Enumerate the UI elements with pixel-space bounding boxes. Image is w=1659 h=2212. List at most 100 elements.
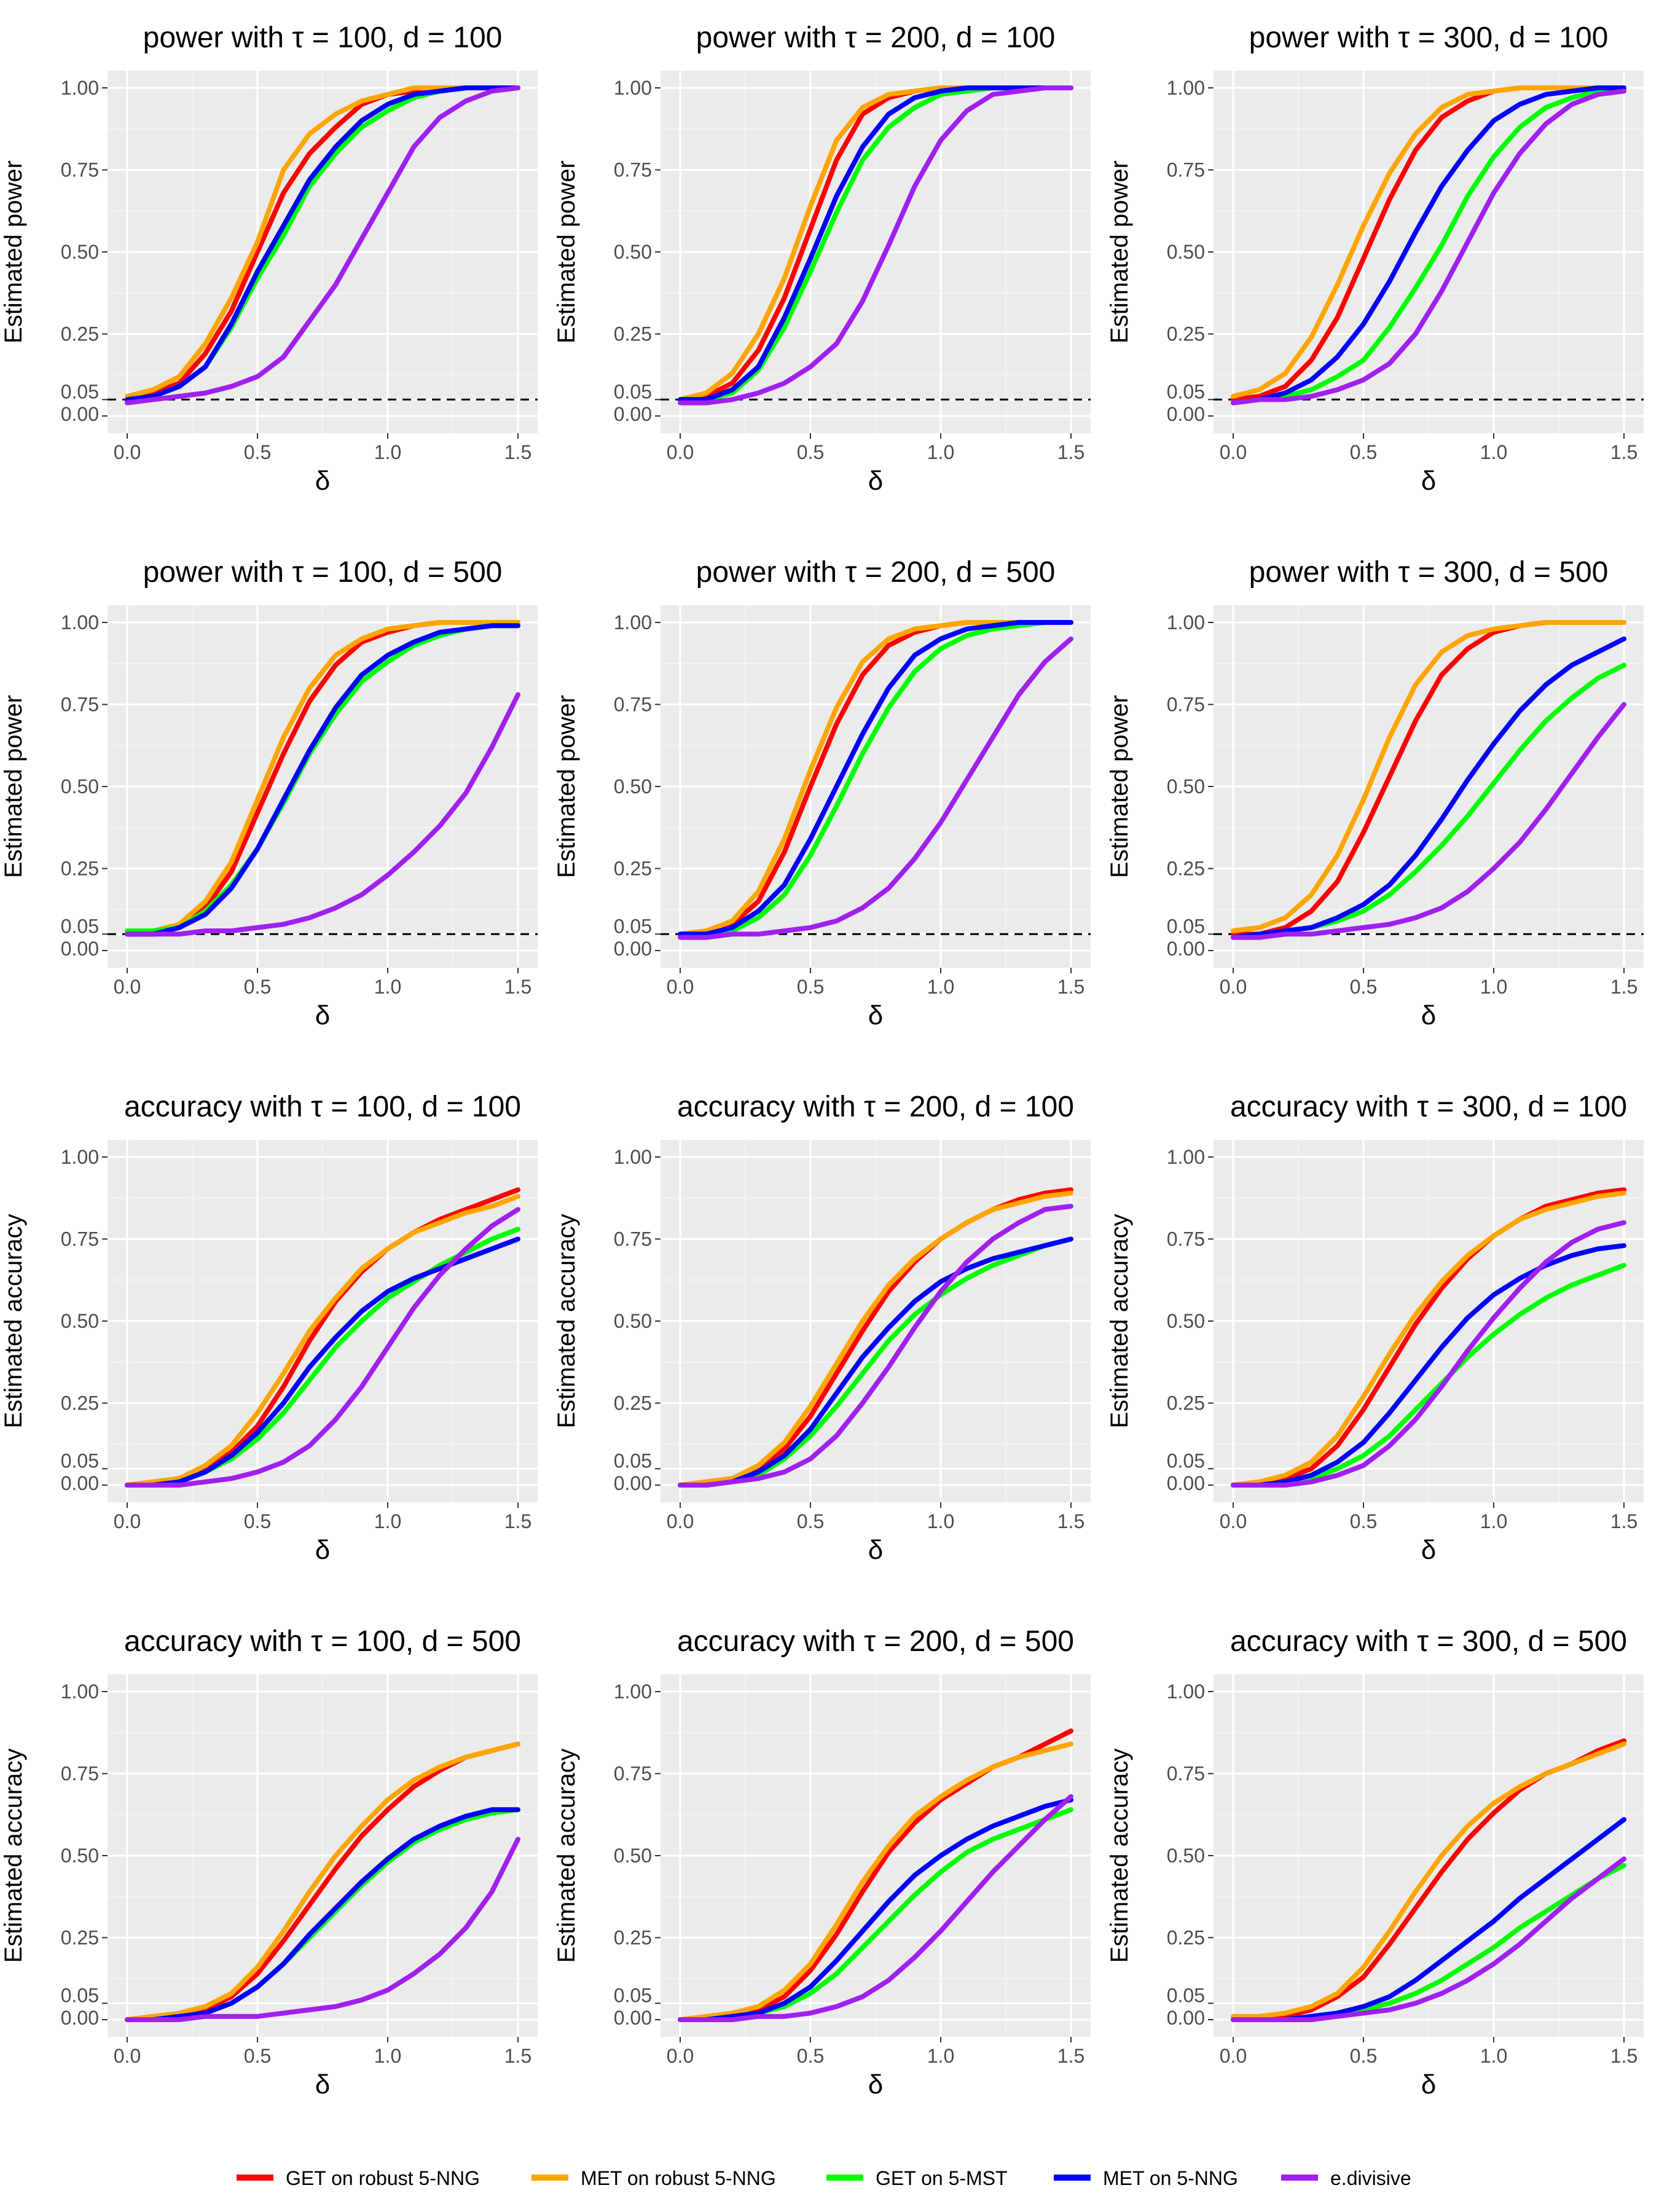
x-tick-label: 1.0 [374,1510,401,1532]
x-tick-label: 0.5 [1350,1510,1377,1532]
y-tick-label: 0.50 [614,1310,652,1332]
x-tick-label: 0.5 [1350,976,1377,998]
y-tick-label: 0.00 [614,1472,652,1494]
y-tick-label: 1.00 [1167,77,1205,99]
legend-label: GET on robust 5-NNG [286,2167,480,2189]
panel-4: 0.000.05 0.25 0.50 0.75 1.00 0.0 0.5 1.0 1.5 powe… [0,556,538,1030]
y-axis-label: Estimated accuracy [0,1214,27,1428]
legend-item: MET on robust 5-NNG [531,2167,776,2189]
panel-title: accuracy with τ = 100, d = 500 [124,1625,521,1658]
series-line-e-divisive [1231,1220,1626,1488]
y-axis-label: Estimated power [1106,695,1133,878]
y-tick-label: 0.75 [1167,159,1205,181]
x-tick-label: 1.5 [504,2045,531,2067]
y-tick-label: 0.50 [1167,241,1205,263]
x-tick-label: 0.5 [1350,441,1377,463]
y-tick-label: 0.75 [61,1763,99,1785]
x-tick-label: 0.5 [244,2045,271,2067]
series-line-met-on-robust-5-nng [1231,85,1626,399]
x-tick-label: 1.0 [927,441,954,463]
y-tick-label: 0.75 [614,1228,652,1250]
y-tick-label: 0.75 [614,1763,652,1785]
y-tick-label: 1.00 [1167,611,1205,633]
series-line-e-divisive [125,85,520,406]
x-tick-label: 0.0 [1220,2045,1247,2067]
x-tick-label: 1.5 [1057,976,1084,998]
x-tick-label: 0.0 [114,1510,141,1532]
legend-label: MET on robust 5-NNG [581,2167,776,2189]
series-line-met-on-5-nng [678,1236,1073,1488]
y-tick-label: 0.00 [614,938,652,960]
series-line-e-divisive [678,636,1073,940]
x-tick-label: 0.5 [1350,2045,1377,2067]
series-line-met-on-5-nng [1231,85,1626,406]
legend-label: e.divisive [1330,2167,1411,2189]
y-tick-label: 0.00 [61,938,99,960]
y-tick-label: 0.05 [1167,380,1205,402]
x-axis-label: δ [1421,1000,1437,1030]
y-tick-label: 0.00 [1167,938,1205,960]
y-tick-label: 0.50 [1167,1845,1205,1867]
y-tick-label: 0.50 [1167,1310,1205,1332]
y-tick-label: 0.05 [61,1449,99,1472]
y-tick-label: 0.75 [614,694,652,716]
y-tick-label: 0.25 [614,1392,652,1414]
y-tick-label: 0.25 [614,1927,652,1949]
y-tick-label: 0.75 [61,1228,99,1250]
panel-title: power with τ = 100, d = 100 [143,22,503,54]
y-tick-label: 0.25 [61,1927,99,1949]
legend-label: MET on 5-NNG [1103,2167,1238,2189]
legend-item: GET on 5-MST [826,2167,1008,2189]
series-line-met-on-robust-5-nng [125,1741,520,2022]
panel-title: power with τ = 300, d = 100 [1249,22,1609,54]
x-tick-label: 0.0 [667,441,694,463]
x-tick-label: 1.0 [927,2045,954,2067]
series-line-e-divisive [125,1207,520,1488]
series-line-e-divisive [678,1794,1073,2022]
series-line-met-on-5-nng [1231,636,1626,940]
series-line-get-on-robust-5-nng [1231,1187,1626,1488]
x-tick-label: 0.5 [244,976,271,998]
y-tick-label: 0.50 [614,241,652,263]
series-line-get-on-5-mst [678,620,1073,937]
x-axis-label: δ [315,1000,331,1030]
x-tick-label: 1.0 [1480,2045,1507,2067]
x-tick-label: 1.5 [1610,441,1637,463]
x-tick-label: 1.5 [1610,1510,1637,1532]
y-tick-label: 1.00 [61,611,99,633]
series-line-met-on-robust-5-nng [1231,620,1626,933]
series-line-met-on-robust-5-nng [678,1190,1073,1488]
y-tick-label: 0.25 [1167,858,1205,880]
y-tick-label: 0.05 [61,915,99,937]
y-tick-label: 0.75 [1167,1763,1205,1785]
y-tick-label: 0.25 [1167,1927,1205,1949]
x-axis-label: δ [315,2069,331,2100]
x-axis-label: δ [1421,2069,1437,2100]
panel-7: 0.000.05 0.25 0.50 0.75 1.00 0.0 0.5 1.0 1.5 accu… [0,1091,538,1565]
x-tick-label: 1.5 [1610,976,1637,998]
panel-title: accuracy with τ = 300, d = 500 [1230,1625,1627,1658]
y-tick-label: 0.05 [614,915,652,937]
series-line-e-divisive [678,85,1073,406]
panel-title: power with τ = 200, d = 100 [696,22,1056,54]
legend-item: MET on 5-NNG [1054,2167,1238,2189]
series-line-met-on-robust-5-nng [678,1741,1073,2022]
x-tick-label: 0.0 [1220,441,1247,463]
x-tick-label: 0.0 [667,2045,694,2067]
y-tick-label: 1.00 [61,1146,99,1168]
panel-12: 0.000.05 0.25 0.50 0.75 1.00 0.0 0.5 1.0 1.5 accu… [1106,1625,1644,2100]
y-tick-label: 1.00 [61,77,99,99]
x-axis-label: δ [868,466,884,496]
y-tick-label: 1.00 [614,1681,652,1703]
x-axis-label: δ [868,2069,884,2100]
x-tick-label: 1.5 [1057,441,1084,463]
y-tick-label: 1.00 [614,611,652,633]
series-line-e-divisive [125,1837,520,2022]
x-tick-label: 0.5 [797,2045,824,2067]
series-line-met-on-5-nng [1231,1243,1626,1488]
series-line-met-on-5-nng [125,85,520,402]
x-axis-label: δ [868,1535,884,1565]
panel-6: 0.000.05 0.25 0.50 0.75 1.00 0.0 0.5 1.0 1.5 powe… [1106,556,1644,1030]
series-line-met-on-5-nng [678,620,1073,937]
x-axis-label: δ [1421,466,1437,496]
